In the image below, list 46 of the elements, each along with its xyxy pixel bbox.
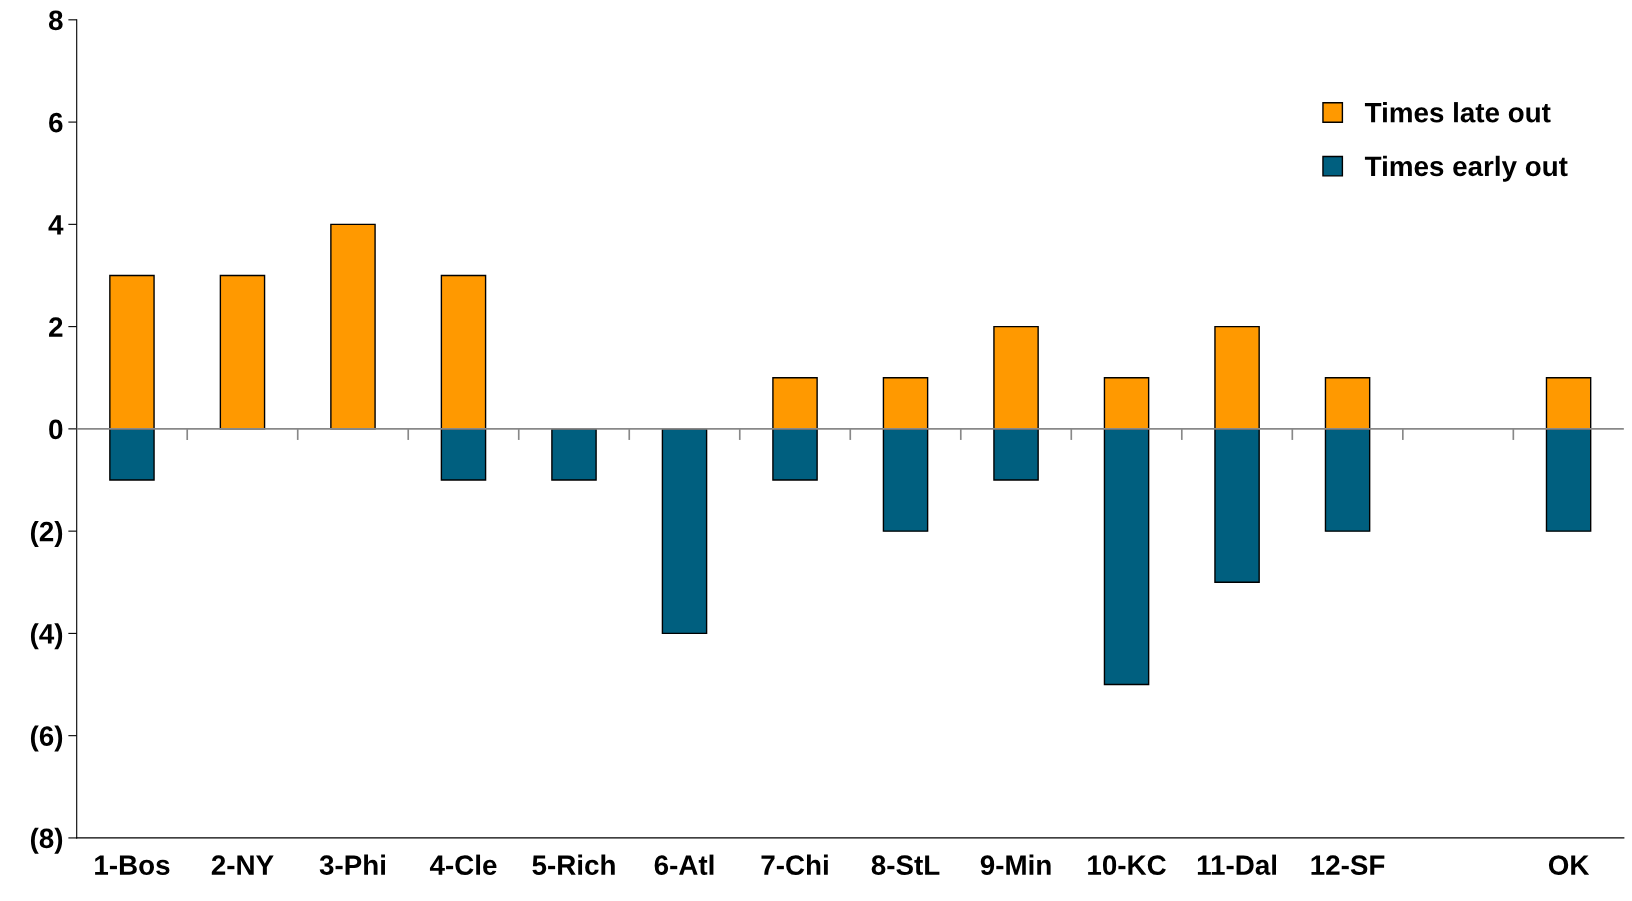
- bar: [330, 223, 376, 430]
- y-tick-label: 6: [49, 112, 63, 133]
- bar: [882, 428, 929, 532]
- x-tick-label: 12-SF: [1311, 855, 1385, 875]
- y-tick-label: 0: [49, 419, 63, 440]
- x-tick-label: 6-Atl: [654, 854, 714, 875]
- bar: [772, 377, 818, 430]
- bar: [882, 377, 929, 430]
- bar: [551, 428, 597, 481]
- x-tick-label: 3-Phi: [319, 854, 385, 876]
- legend-label: Times early out: [1364, 155, 1568, 182]
- bar: [1545, 377, 1592, 430]
- bar: [109, 274, 155, 430]
- y-tick-label: (2): [30, 521, 63, 547]
- y-tick-label: 8: [48, 10, 63, 31]
- bar: [440, 428, 487, 481]
- bar: [1214, 428, 1260, 583]
- bar: [219, 274, 266, 430]
- x-tick-label: 4-Cle: [429, 854, 497, 875]
- x-tick-label: 5-Rich: [532, 854, 615, 875]
- bar: [1103, 428, 1150, 686]
- bar: [1324, 428, 1371, 532]
- bar: [993, 428, 1039, 481]
- bar: [1545, 428, 1592, 532]
- x-tick-label: 7-Chi: [761, 854, 828, 875]
- y-tick-label: 4: [48, 215, 64, 235]
- y-tick-label: (4): [30, 623, 63, 650]
- x-tick-label: 1-Bos: [95, 855, 170, 875]
- x-tick-label: OK: [1548, 855, 1590, 875]
- x-tick-label: 11-Dal: [1197, 854, 1277, 875]
- x-tick-label: 2-NY: [211, 855, 274, 875]
- y-tick-label: (8): [30, 827, 63, 854]
- y-tick-label: (6): [30, 725, 63, 752]
- y-tick-label: 2: [49, 317, 63, 337]
- bar: [1103, 377, 1150, 430]
- legend-label: Times late out: [1364, 102, 1551, 123]
- x-tick-label: 10-KC: [1088, 855, 1166, 875]
- bar: [772, 428, 818, 481]
- bar: [440, 274, 487, 430]
- bar: [661, 428, 708, 635]
- bar: [1214, 325, 1260, 430]
- x-tick-label: 9-Min: [980, 854, 1051, 875]
- bar: [1324, 377, 1371, 430]
- bar: [109, 428, 155, 481]
- x-tick-label: 8-StL: [871, 855, 940, 875]
- bar: [993, 325, 1039, 430]
